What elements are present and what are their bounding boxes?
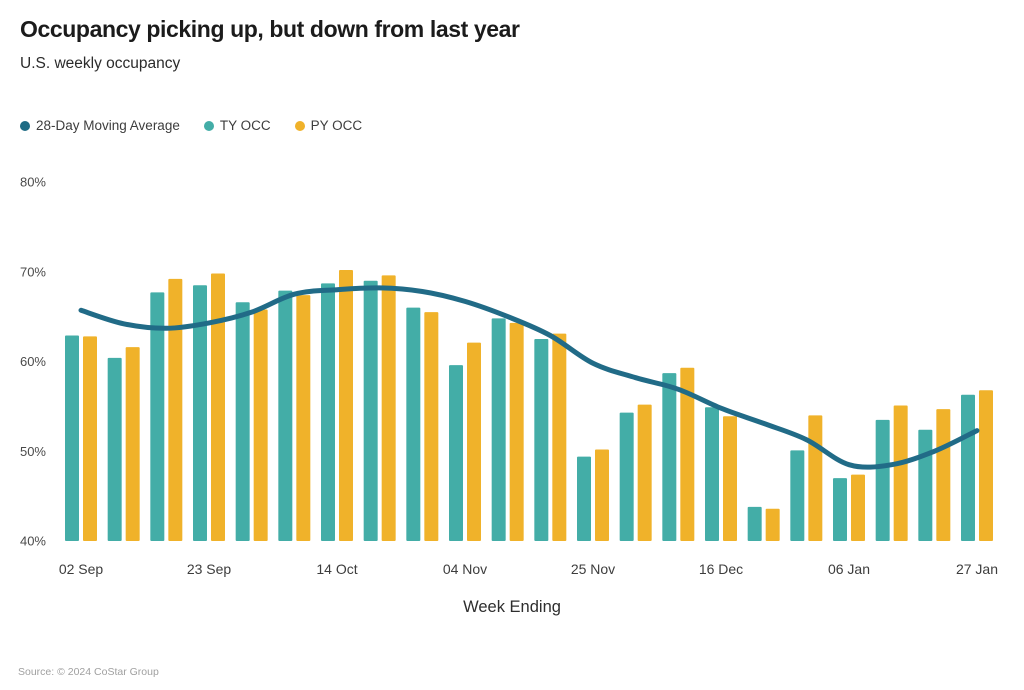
x-tick-label: 16 Dec [699, 561, 743, 577]
py-occ-swatch-icon [294, 120, 305, 131]
y-tick-label: 70% [20, 264, 46, 279]
bar-py-occ [723, 416, 737, 541]
page-title: Occupancy picking up, but down from last… [20, 16, 520, 42]
bar-ty-occ [918, 429, 933, 541]
bar-ty-occ [65, 335, 79, 541]
legend-item-py-occ: PY OCC [294, 118, 363, 133]
y-tick-label: 40% [20, 534, 46, 549]
bar-ty-occ [449, 365, 463, 541]
bar-ty-occ [662, 373, 677, 541]
x-tick-label: 14 Oct [316, 561, 357, 577]
bar-ty-occ [193, 285, 207, 541]
x-tick-label: 25 Nov [571, 561, 615, 577]
bar-py-occ [83, 336, 97, 541]
legend-item-ty-occ: TY OCC [203, 118, 271, 133]
bar-py-occ [851, 474, 865, 541]
bar-ty-occ [235, 302, 250, 541]
bar-ty-occ [875, 419, 890, 541]
bar-py-occ [467, 342, 481, 541]
x-axis-title: Week Ending [463, 598, 561, 616]
ty-occ-swatch-icon [203, 120, 214, 131]
bar-ty-occ [107, 357, 122, 541]
source-attribution: Source: © 2024 CoStar Group [18, 666, 159, 678]
bar-py-occ [125, 347, 140, 541]
x-tick-label: 23 Sep [187, 561, 232, 577]
bar-ty-occ [278, 290, 293, 541]
bar-ty-occ [790, 450, 805, 541]
y-tick-label: 50% [20, 444, 46, 459]
bar-py-occ [211, 273, 225, 541]
bar-ty-occ [363, 280, 378, 541]
bar-py-occ [808, 415, 823, 541]
legend-label: 28-Day Moving Average [36, 118, 180, 133]
bar-py-occ [765, 508, 780, 541]
bar-py-occ [979, 390, 993, 541]
x-tick-label: 04 Nov [443, 561, 487, 577]
bar-py-occ [381, 275, 396, 541]
bar-ty-occ [150, 292, 165, 541]
bar-py-occ [339, 269, 353, 541]
y-tick-label: 80% [20, 175, 46, 190]
moving-average-line [78, 285, 980, 470]
legend-item-moving-average: 28-Day Moving Average [20, 118, 180, 133]
chart-subtitle: U.S. weekly occupancy [20, 55, 181, 72]
bar-py-occ [936, 409, 951, 541]
bar-py-occ [168, 278, 183, 541]
bar-ty-occ [705, 407, 719, 541]
bar-py-occ [680, 367, 695, 541]
y-tick-label: 60% [20, 354, 46, 369]
bar-ty-occ [577, 456, 591, 541]
x-tick-label: 27 Jan [956, 561, 998, 577]
legend-label: PY OCC [310, 118, 363, 133]
bar-ty-occ [747, 506, 762, 541]
bar-py-occ [509, 322, 524, 541]
moving-average-swatch-icon [20, 120, 30, 131]
bar-ty-occ [961, 394, 975, 541]
x-tick-label: 02 Sep [59, 561, 104, 577]
bar-py-occ [552, 333, 567, 541]
legend-label: TY OCC [219, 118, 271, 133]
bar-py-occ [893, 405, 908, 541]
bar-ty-occ [406, 307, 421, 541]
x-tick-label: 06 Jan [828, 561, 870, 577]
chart-legend: 28-Day Moving Average TY OCC PY OCC [20, 118, 362, 133]
bar-py-occ [637, 404, 652, 541]
bar-py-occ [253, 309, 268, 541]
bar-ty-occ [619, 412, 634, 541]
bar-py-occ [296, 295, 311, 541]
bar-ty-occ [833, 478, 847, 541]
bar-ty-occ [534, 339, 549, 541]
bar-py-occ [424, 312, 439, 541]
bar-ty-occ [321, 283, 335, 541]
bar-py-occ [595, 449, 609, 541]
bar-ty-occ [491, 318, 506, 541]
